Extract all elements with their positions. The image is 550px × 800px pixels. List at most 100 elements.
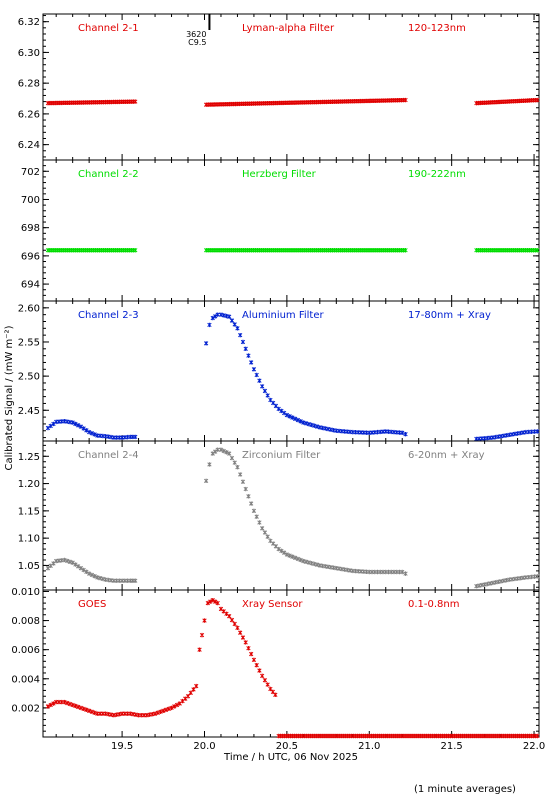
- data-point: [86, 708, 92, 714]
- data-point: [262, 530, 268, 535]
- y-tick-label: 2.45: [18, 406, 40, 417]
- data-point: [240, 479, 246, 484]
- data-point: [213, 599, 218, 604]
- channel-label: Channel 2-4: [78, 450, 139, 461]
- data-point: [81, 426, 86, 431]
- data-point: [76, 423, 81, 428]
- data-point: [84, 569, 89, 575]
- data-point: [254, 662, 259, 668]
- data-point: [273, 692, 278, 697]
- panel-4: 1.05 1.10 1.15 1.20 1.25 Channel 2-4 Zirconium…: [18, 440, 540, 591]
- data-point: [298, 557, 303, 563]
- data-point: [67, 701, 73, 707]
- y-tick-label: 6.24: [18, 140, 40, 151]
- data-point: [257, 378, 262, 383]
- data-point: [45, 704, 51, 709]
- data-point: [133, 248, 138, 253]
- y-tick-label: 0.002: [11, 703, 40, 714]
- data-point: [257, 668, 262, 673]
- data-point: [235, 625, 240, 631]
- data-point: [229, 617, 235, 623]
- y-tick-label: 0.004: [11, 674, 40, 685]
- data-point: [92, 432, 97, 437]
- data-point: [185, 694, 191, 699]
- data-point: [251, 657, 257, 663]
- data-point: [221, 448, 226, 454]
- data-point: [133, 99, 138, 104]
- data-point: [89, 431, 95, 436]
- data-point: [73, 421, 78, 427]
- channel-label: GOES: [78, 599, 106, 610]
- data-point: [155, 710, 160, 715]
- data-point: [279, 548, 284, 554]
- x-tick-label: 21.0: [358, 741, 380, 752]
- data-point: [62, 699, 67, 705]
- event-marker-class: C9.5: [188, 38, 206, 47]
- data-point: [284, 552, 290, 557]
- data-point: [158, 709, 163, 714]
- data-point: [152, 711, 158, 716]
- data-point: [208, 599, 213, 604]
- data-point: [260, 673, 265, 679]
- averages-note: (1 minute averages): [414, 784, 516, 795]
- data-point: [298, 419, 303, 424]
- panel-1: 6.24 6.26 6.28 6.30 6.32 Channel 2-1 Lyman-alp…: [18, 13, 540, 161]
- data-point: [89, 572, 95, 578]
- data-point: [295, 417, 301, 423]
- data-point: [224, 450, 229, 455]
- filter-label: Xray Sensor: [242, 599, 303, 610]
- panel-2: 694 696 698 700 702 Channel 2-2 Herzberg Filte…: [21, 159, 540, 302]
- data-point: [403, 571, 408, 576]
- x-tick-label: 19.5: [111, 741, 133, 752]
- data-point: [251, 508, 257, 514]
- data-point: [287, 553, 292, 558]
- data-point: [265, 682, 270, 687]
- data-point: [249, 651, 254, 657]
- data-point: [243, 346, 248, 352]
- data-point: [403, 97, 408, 103]
- x-tick-label: 22.0: [523, 741, 545, 752]
- data-point: [78, 424, 84, 429]
- data-point: [78, 705, 84, 711]
- data-point: [535, 97, 540, 103]
- data-point: [205, 600, 210, 606]
- y-axis-label: Calibrated Signal / (mW m⁻²): [4, 325, 15, 470]
- y-tick-label: 2.60: [18, 303, 40, 314]
- wavelength-label: 0.1-0.8nm: [408, 599, 460, 610]
- panel-3: 2.45 2.50 2.55 2.60 Channel 2-3 Aluminium Fil…: [18, 300, 540, 442]
- y-tick-label: 1.15: [18, 506, 40, 517]
- data-series: [45, 597, 540, 739]
- data-point: [249, 360, 254, 365]
- data-point: [292, 555, 298, 560]
- data-point: [73, 562, 78, 567]
- data-point: [243, 486, 248, 492]
- data-point: [76, 704, 81, 710]
- data-point: [215, 312, 220, 317]
- y-tick-label: 2.55: [18, 337, 40, 348]
- data-point: [169, 705, 174, 711]
- data-point: [281, 550, 287, 555]
- data-point: [246, 353, 251, 358]
- wavelength-label: 120-123nm: [408, 23, 466, 34]
- y-tick-label: 1.20: [18, 479, 40, 490]
- data-point: [86, 571, 92, 576]
- data-point: [65, 558, 70, 564]
- data-point: [257, 520, 262, 525]
- data-point: [81, 706, 86, 712]
- channel-label: Channel 2-2: [78, 169, 139, 180]
- y-tick-label: 694: [21, 280, 40, 291]
- data-point: [227, 451, 232, 456]
- data-point: [210, 315, 215, 321]
- data-point: [251, 367, 257, 372]
- data-point: [290, 415, 295, 420]
- data-point: [210, 597, 215, 603]
- data-point: [161, 708, 166, 714]
- panel-5: 0.002 0.004 0.006 0.008 0.010 GOES Xray Sensor…: [11, 587, 540, 739]
- data-point: [238, 472, 243, 477]
- data-point: [51, 701, 56, 706]
- data-point: [76, 564, 81, 569]
- data-point: [172, 704, 177, 709]
- filter-label: Lyman-alpha Filter: [242, 23, 335, 34]
- data-point: [260, 384, 265, 389]
- data-point: [403, 431, 408, 437]
